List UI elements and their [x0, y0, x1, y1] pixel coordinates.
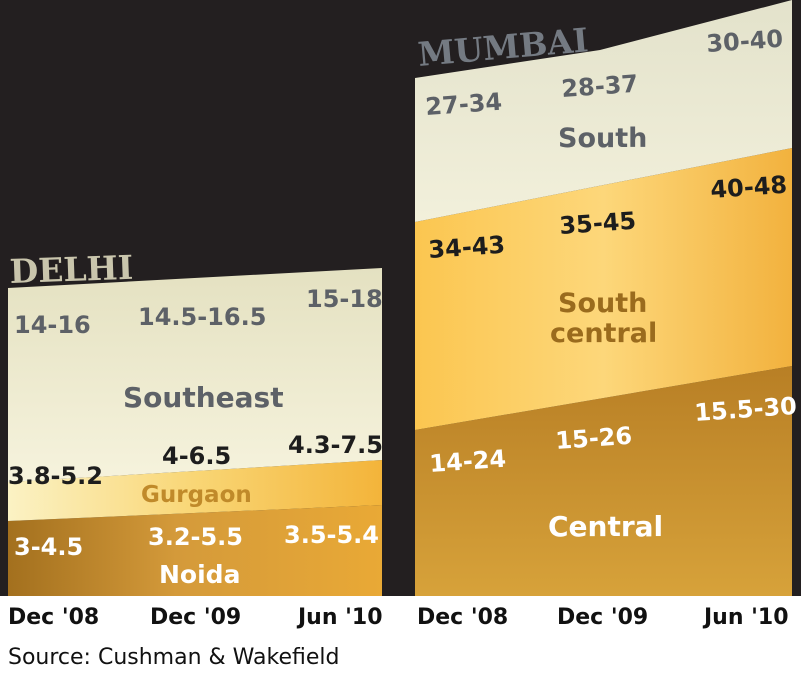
mumbai-central-value-dec08: 14-24 [428, 445, 507, 478]
mumbai-south-central-label-line1: South [558, 288, 647, 319]
mumbai-central-band [415, 366, 792, 596]
mumbai-south-central-value-dec09: 35-45 [558, 207, 637, 240]
delhi-gurgaon-label: Gurgaon [141, 482, 252, 508]
mumbai-south-value-jun10: 30-40 [705, 25, 784, 58]
mumbai-panel: MUMBAI 27-34 28-37 30-40 South 34-43 35-… [415, 0, 798, 596]
delhi-noida-value-dec09: 3.2-5.5 [148, 523, 243, 551]
delhi-gurgaon-value-jun10: 4.3-7.5 [288, 431, 383, 459]
mumbai-south-value-dec08: 27-34 [424, 88, 503, 121]
delhi-title: DELHI [9, 248, 134, 291]
mumbai-south-central-label: South central [550, 288, 657, 349]
delhi-southeast-band [8, 268, 382, 482]
x-axis-labels: Dec '08 Dec '09 Jun '10 Dec '08 Dec '09 … [8, 605, 789, 630]
delhi-gurgaon-value-dec09: 4-6.5 [162, 442, 231, 470]
delhi-southeast-label: Southeast [123, 381, 284, 414]
delhi-panel: DELHI 14-16 14.5-16.5 15-18 Southeast 3.… [8, 248, 383, 596]
mumbai-south-band [415, 0, 792, 222]
mumbai-south-label: South [558, 123, 647, 154]
mumbai-south-central-value-dec08: 34-43 [427, 231, 506, 264]
footer-strip [0, 596, 801, 677]
delhi-gurgaon-value-dec08: 3.8-5.2 [8, 462, 103, 490]
delhi-gurgaon-band [8, 460, 382, 521]
mumbai-x-label-dec09: Dec '09 [557, 605, 648, 630]
mumbai-south-value-dec09: 28-37 [560, 70, 639, 103]
delhi-noida-label: Noida [159, 560, 240, 589]
delhi-southeast-value-dec09: 14.5-16.5 [138, 303, 266, 331]
mumbai-x-label-jun10: Jun '10 [702, 605, 789, 630]
source-note: Source: Cushman & Wakefield [8, 645, 339, 670]
delhi-x-label-dec08: Dec '08 [8, 605, 99, 630]
mumbai-south-central-value-jun10: 40-48 [709, 171, 788, 204]
mumbai-central-value-dec09: 15-26 [554, 422, 633, 455]
mumbai-south-central-band [415, 148, 792, 430]
delhi-noida-value-jun10: 3.5-5.4 [284, 521, 379, 549]
delhi-noida-band [8, 505, 382, 596]
mumbai-central-label: Central [548, 510, 663, 543]
delhi-southeast-value-dec08: 14-16 [14, 311, 91, 339]
delhi-x-label-dec09: Dec '09 [150, 605, 241, 630]
mumbai-south-central-label-line2: central [550, 318, 657, 349]
mumbai-x-label-dec08: Dec '08 [417, 605, 508, 630]
delhi-southeast-value-jun10: 15-18 [306, 285, 383, 313]
delhi-noida-value-dec08: 3-4.5 [14, 533, 83, 561]
delhi-x-label-jun10: Jun '10 [296, 605, 383, 630]
